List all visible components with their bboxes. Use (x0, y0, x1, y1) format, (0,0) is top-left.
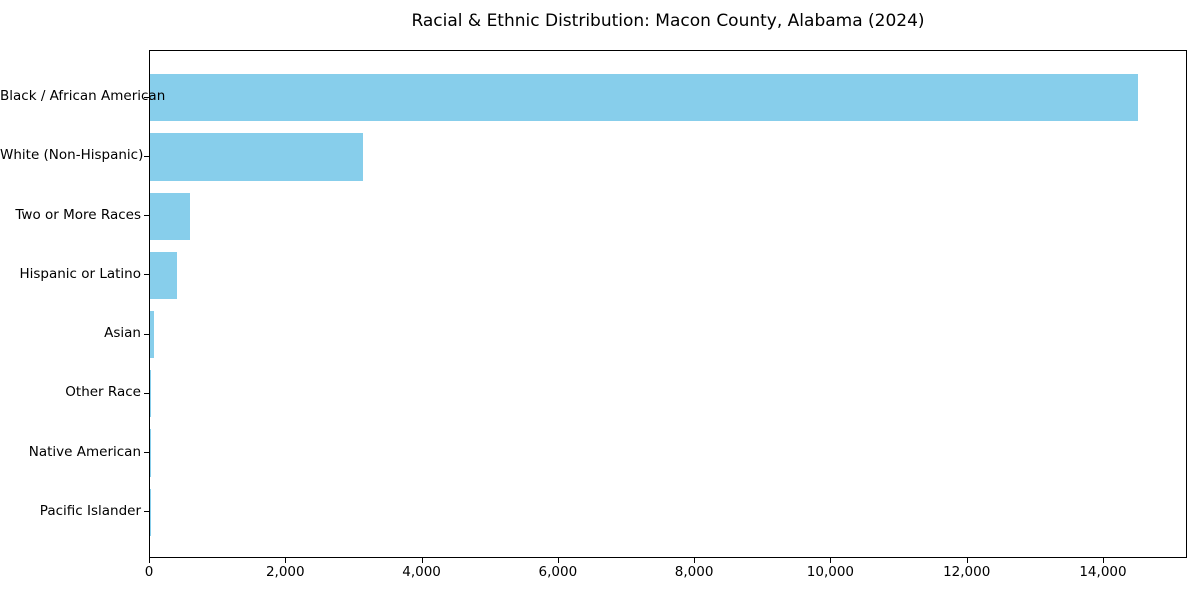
bar (150, 133, 363, 181)
x-tick-label: 2,000 (265, 564, 305, 580)
y-tick-label: Other Race (65, 384, 141, 401)
x-tick-mark (285, 558, 287, 563)
y-tick-label: White (Non-Hispanic) (0, 147, 144, 164)
y-tick-mark (144, 274, 149, 276)
x-tick-mark (421, 558, 423, 563)
y-tick-mark (144, 511, 149, 513)
y-tick-mark (144, 96, 149, 98)
y-tick-mark (144, 392, 149, 394)
x-tick-label: 6,000 (538, 564, 578, 580)
x-tick-mark (966, 558, 968, 563)
y-tick-label: Pacific Islander (39, 502, 141, 519)
x-tick-mark (557, 558, 559, 563)
y-tick-mark (144, 215, 149, 217)
bar (150, 429, 151, 477)
plot-area (149, 50, 1187, 558)
x-tick-label: 0 (144, 564, 154, 580)
x-tick-label: 12,000 (943, 564, 991, 580)
y-tick-mark (144, 452, 149, 454)
x-tick-mark (694, 558, 696, 563)
bar (150, 310, 154, 359)
x-tick-label: 8,000 (674, 564, 714, 580)
x-tick-label: 14,000 (1079, 564, 1127, 580)
y-tick-mark (144, 333, 149, 335)
x-tick-mark (149, 558, 150, 563)
y-tick-label: Native American (28, 443, 141, 460)
bar (150, 370, 152, 418)
y-tick-label: Asian (104, 325, 141, 342)
y-tick-label: Two or More Races (15, 206, 141, 223)
x-tick-mark (1102, 558, 1104, 563)
y-tick-label: Black / African American (0, 88, 166, 105)
y-tick-mark (144, 155, 149, 157)
x-tick-label: 10,000 (806, 564, 855, 580)
y-tick-label: Hispanic or Latino (19, 265, 141, 282)
bar (150, 74, 1139, 122)
x-tick-mark (830, 558, 832, 563)
x-tick-label: 4,000 (402, 564, 441, 580)
bar (150, 192, 191, 240)
chart-title: Racial & Ethnic Distribution: Macon Coun… (411, 11, 925, 31)
bar (150, 251, 178, 300)
